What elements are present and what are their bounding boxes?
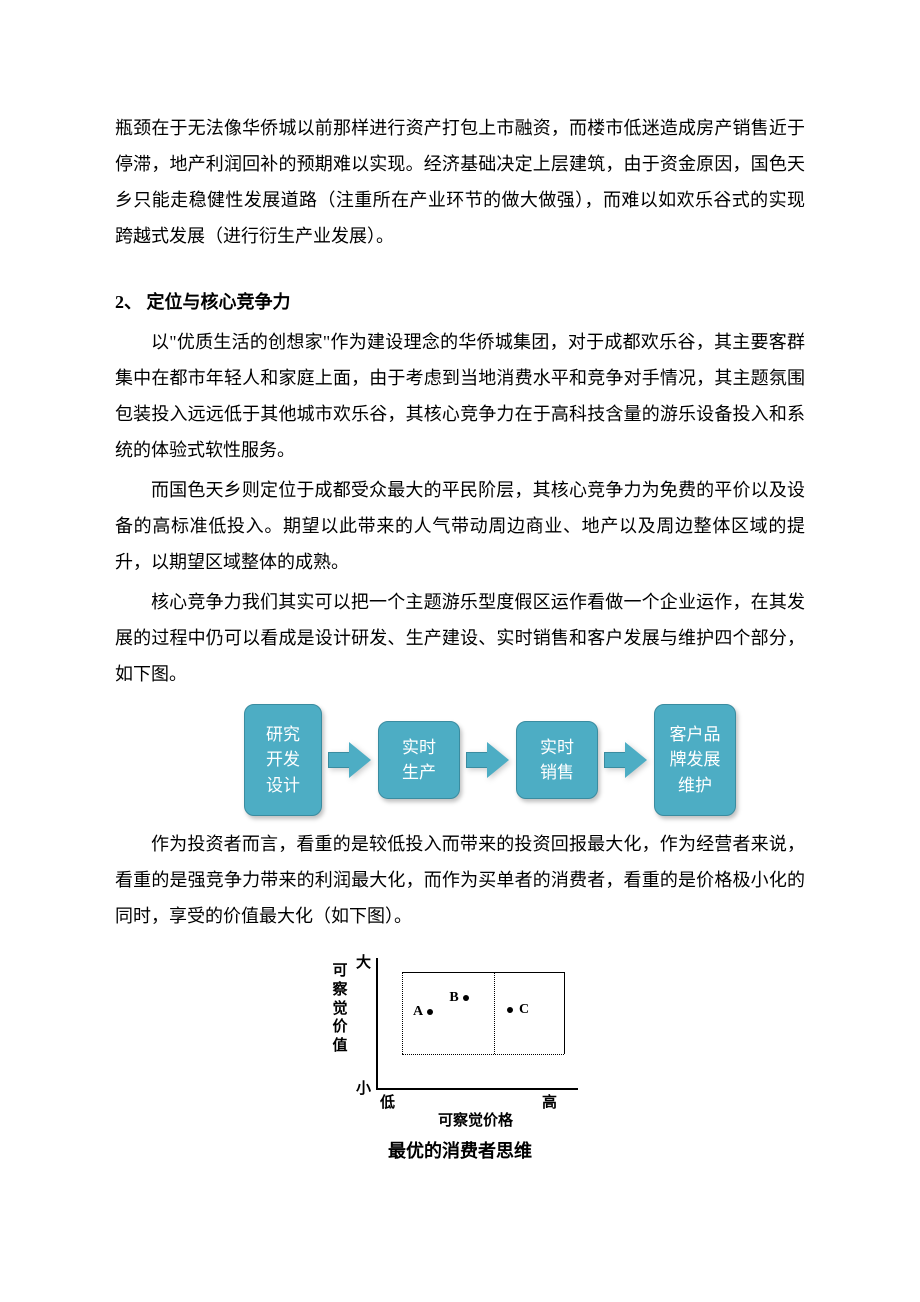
y-axis-label: 可察觉价值	[330, 962, 350, 1056]
section-heading: 2、 定位与核心竞争力	[115, 284, 805, 320]
x-tick-left: 低	[380, 1088, 395, 1118]
chart-plot-area: AB C	[376, 958, 578, 1090]
y-tick-bottom: 小	[356, 1074, 371, 1104]
value-price-chart: 可察觉价值 大 小 AB C 低 高 可察觉价格 最优的消费者思维	[115, 948, 805, 1169]
flow-node: 客户品 牌发展 维护	[654, 704, 736, 816]
paragraph-2: 以"优质生活的创想家"作为建设理念的华侨城集团，对于成都欢乐谷，其主要客群集中在…	[115, 324, 805, 468]
paragraph-5: 作为投资者而言，看重的是较低投入而带来的投资回报最大化，作为经营者来说，看重的是…	[115, 826, 805, 934]
flow-diagram: 研究 开发 设计实时 生产实时 销售客户品 牌发展 维护	[175, 704, 805, 816]
chart-point	[507, 1007, 513, 1013]
x-axis-label: 可察觉价格	[438, 1106, 513, 1136]
y-tick-top: 大	[356, 948, 371, 978]
flow-node: 实时 生产	[378, 721, 460, 799]
chart-point-label: B	[449, 984, 458, 1012]
chart-point	[463, 995, 469, 1001]
flow-node: 实时 销售	[516, 721, 598, 799]
arrow-right-icon	[604, 742, 648, 778]
paragraph-1: 瓶颈在于无法像华侨城以前那样进行资产打包上市融资，而楼市低迷造成房产销售近于停滞…	[115, 110, 805, 254]
chart-point-label: C	[519, 996, 529, 1024]
arrow-right-icon	[466, 742, 510, 778]
chart-point-label: A	[413, 998, 423, 1026]
x-tick-right: 高	[542, 1088, 557, 1118]
arrow-right-icon	[328, 742, 372, 778]
chart-point	[427, 1009, 433, 1015]
chart-caption: 最优的消费者思维	[388, 1133, 532, 1169]
flow-node: 研究 开发 设计	[244, 704, 322, 816]
paragraph-4: 核心竞争力我们其实可以把一个主题游乐型度假区运作看做一个企业运作，在其发展的过程…	[115, 584, 805, 692]
paragraph-3: 而国色天乡则定位于成都受众最大的平民阶层，其核心竞争力为免费的平价以及设备的高标…	[115, 472, 805, 580]
